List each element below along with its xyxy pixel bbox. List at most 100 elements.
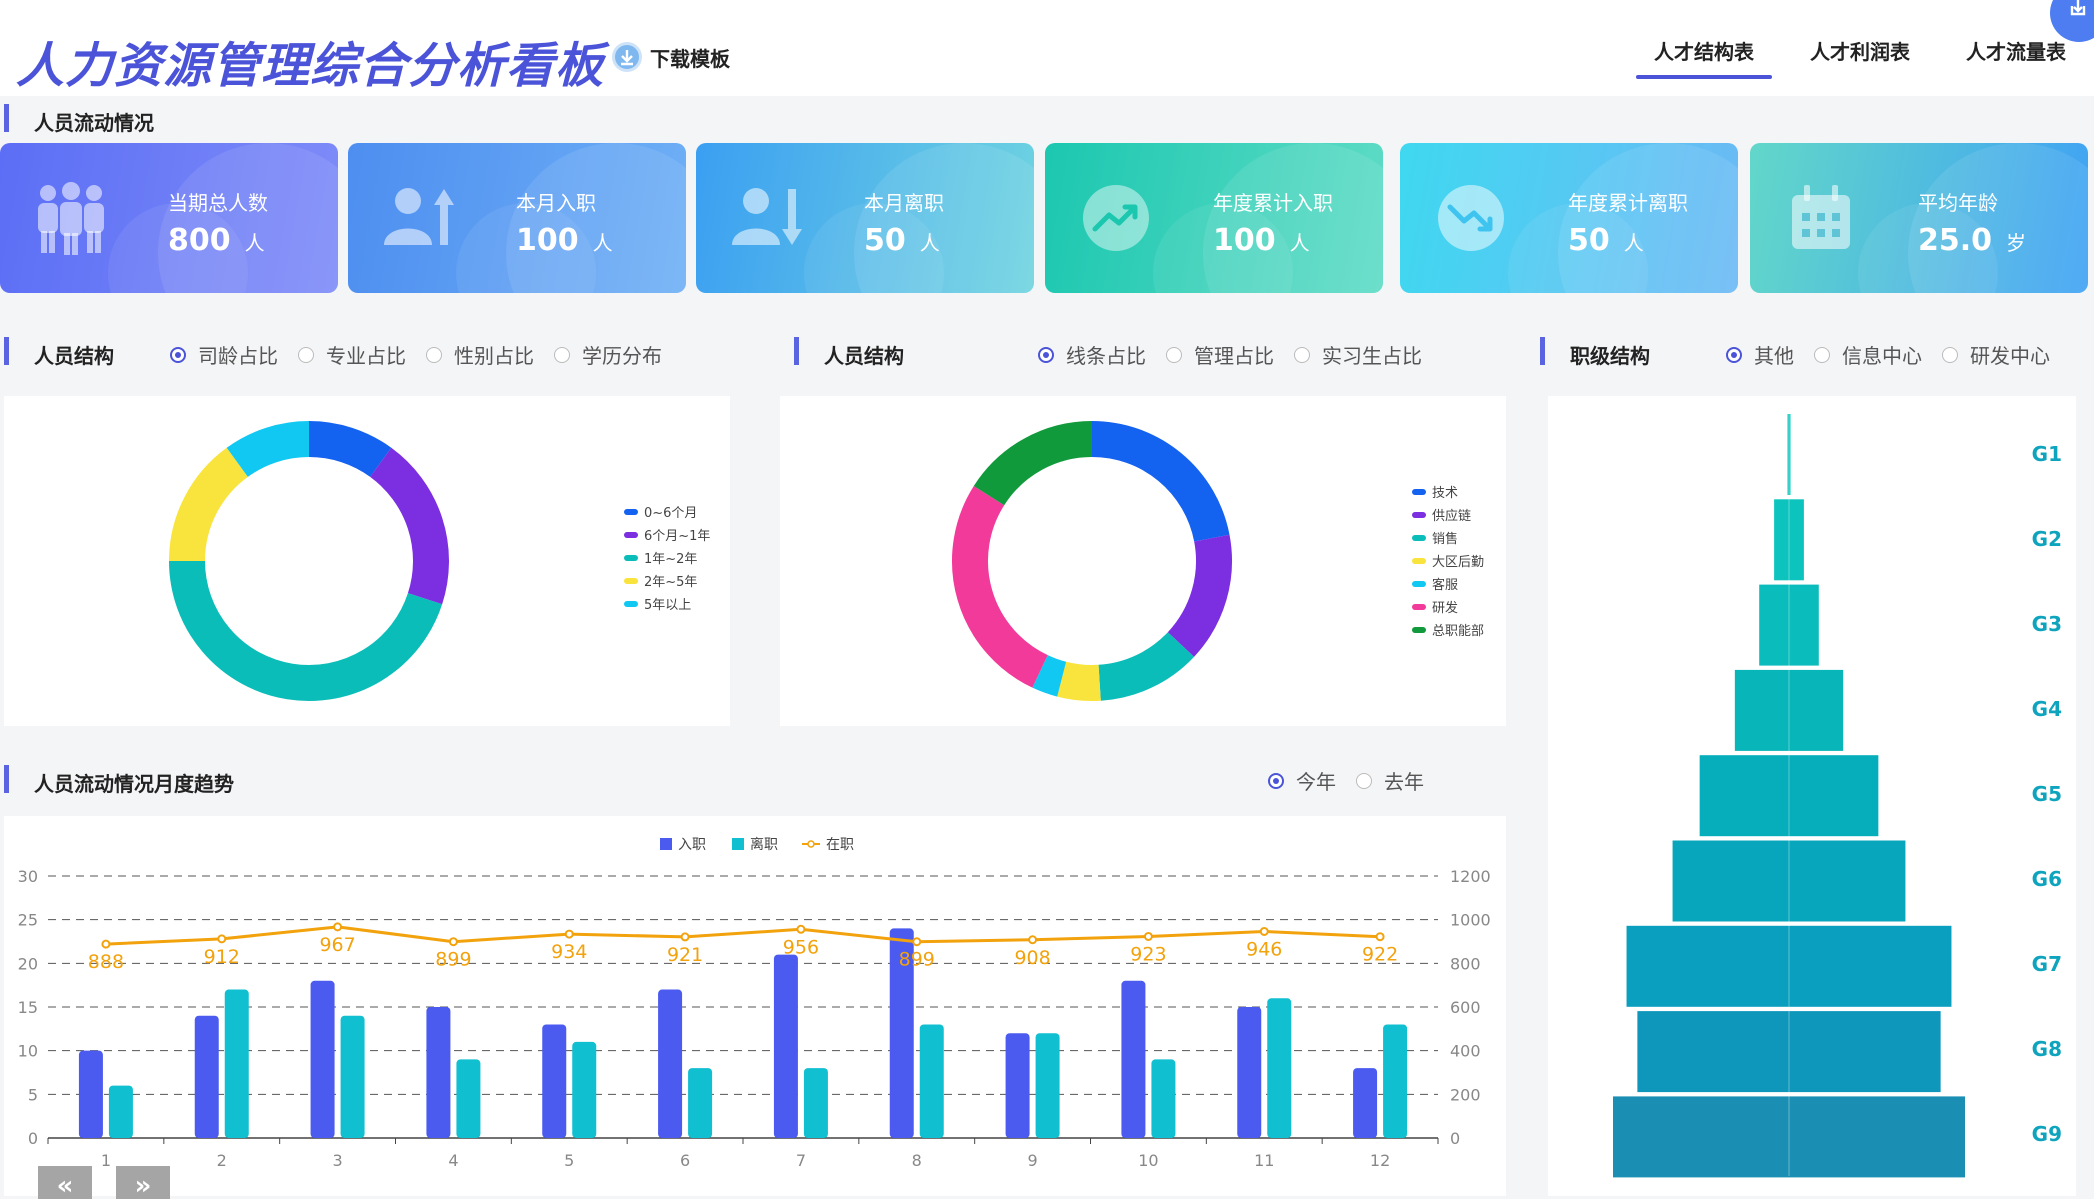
line-point[interactable] <box>1375 932 1385 942</box>
radio-circle[interactable] <box>1166 346 1182 363</box>
legend-item[interactable]: 客服 <box>1412 572 1484 595</box>
legend-label[interactable]: 入职 <box>678 837 706 853</box>
bar-departures[interactable] <box>688 1068 713 1138</box>
bar-hires[interactable] <box>78 1050 103 1138</box>
next-page-button[interactable]: » <box>116 1166 170 1199</box>
legend-item[interactable]: 研发 <box>1412 595 1484 618</box>
pyramid-bar[interactable] <box>1637 1011 1941 1093</box>
line-point[interactable] <box>333 922 343 932</box>
bar-departures[interactable] <box>1383 1024 1408 1138</box>
donut-slice[interactable] <box>169 447 249 562</box>
bar-departures[interactable] <box>224 989 249 1138</box>
bar-departures[interactable] <box>919 1024 944 1138</box>
donut-slice[interactable] <box>1057 661 1101 701</box>
bar-departures[interactable] <box>108 1085 133 1138</box>
tab-talent-flow[interactable]: 人才流量表 <box>1966 40 2066 64</box>
tab-talent-structure[interactable]: 人才结构表 <box>1636 30 1772 79</box>
bar-departures[interactable] <box>340 1015 365 1138</box>
level-option-3[interactable]: 研发中心 <box>1942 340 2050 369</box>
bar-hires[interactable] <box>1005 1033 1030 1138</box>
trend-year-option-2[interactable]: 去年 <box>1356 766 1424 795</box>
donut-slice[interactable] <box>226 421 310 478</box>
structure-option-2[interactable]: 专业占比 <box>298 340 406 369</box>
line-point[interactable] <box>912 937 922 947</box>
legend-item[interactable]: 2年~5年 <box>624 569 710 592</box>
radio-circle[interactable] <box>1356 772 1372 789</box>
bar-hires[interactable] <box>194 1015 219 1138</box>
radio-circle[interactable] <box>298 346 314 363</box>
radio-circle[interactable] <box>426 346 442 363</box>
bar-hires[interactable] <box>426 1007 451 1138</box>
bar-hires[interactable] <box>310 980 335 1138</box>
radio-circle[interactable] <box>1942 346 1958 363</box>
legend-label[interactable]: 在职 <box>826 837 854 853</box>
line-point[interactable] <box>448 937 458 947</box>
radio-circle[interactable] <box>1814 346 1830 363</box>
trend-year-option-1[interactable]: 今年 <box>1268 766 1336 795</box>
donut-slice[interactable] <box>973 421 1093 506</box>
line-point[interactable] <box>101 939 111 949</box>
bar-hires[interactable] <box>1353 1068 1378 1138</box>
line-point[interactable] <box>1028 935 1038 945</box>
radio-circle[interactable] <box>1268 772 1284 789</box>
line-point[interactable] <box>680 932 690 942</box>
legend-item[interactable]: 销售 <box>1412 526 1484 549</box>
bar-hires[interactable] <box>1121 980 1146 1138</box>
legend-item[interactable]: 供应链 <box>1412 503 1484 526</box>
radio-circle[interactable] <box>1726 346 1742 363</box>
tab-talent-profit[interactable]: 人才利润表 <box>1810 40 1910 64</box>
line-point[interactable] <box>1259 926 1269 936</box>
level-option-2[interactable]: 信息中心 <box>1814 340 1922 369</box>
structure-option-1[interactable]: 司龄占比 <box>170 340 278 369</box>
level-option-1[interactable]: 其他 <box>1726 340 1794 369</box>
bar-departures[interactable] <box>1267 998 1292 1138</box>
line-point[interactable] <box>217 934 227 944</box>
pyramid-bar[interactable] <box>1699 755 1879 837</box>
legend-item[interactable]: 6个月~1年 <box>624 523 710 546</box>
prev-page-button[interactable]: « <box>38 1166 92 1199</box>
legend-item[interactable]: 0~6个月 <box>624 500 710 523</box>
structure2-option-3[interactable]: 实习生占比 <box>1294 340 1422 369</box>
legend-label[interactable]: 离职 <box>750 836 778 853</box>
donut-slice[interactable] <box>952 485 1049 688</box>
radio-circle[interactable] <box>1294 346 1310 363</box>
bar-hires[interactable] <box>889 928 914 1138</box>
download-template-button[interactable]: 下载模板 <box>612 42 730 72</box>
donut-slice[interactable] <box>308 421 392 478</box>
legend-item[interactable]: 1年~2年 <box>624 546 710 569</box>
donut-slice[interactable] <box>1032 654 1067 697</box>
bar-departures[interactable] <box>1151 1059 1176 1138</box>
line-point[interactable] <box>796 924 806 934</box>
pyramid-bar[interactable] <box>1734 669 1844 751</box>
donut-slice[interactable] <box>369 447 449 605</box>
bar-departures[interactable] <box>1035 1033 1060 1138</box>
radio-circle[interactable] <box>554 346 570 363</box>
structure2-option-2[interactable]: 管理占比 <box>1166 340 1274 369</box>
donut-slice[interactable] <box>1097 631 1195 701</box>
bar-hires[interactable] <box>542 1024 567 1138</box>
donut-slice[interactable] <box>1091 421 1230 542</box>
bar-hires[interactable] <box>1237 1007 1262 1138</box>
line-point[interactable] <box>564 929 574 939</box>
structure2-option-1[interactable]: 线条占比 <box>1038 340 1146 369</box>
bar-departures[interactable] <box>572 1041 597 1138</box>
pyramid-bar[interactable] <box>1626 925 1952 1007</box>
pyramid-bar[interactable] <box>1787 414 1791 495</box>
structure-option-4[interactable]: 学历分布 <box>554 340 662 369</box>
legend-item[interactable]: 5年以上 <box>624 592 710 615</box>
line-point[interactable] <box>1143 931 1153 941</box>
structure-option-3[interactable]: 性别占比 <box>426 340 534 369</box>
legend-item[interactable]: 大区后勤 <box>1412 549 1484 572</box>
bar-hires[interactable] <box>658 989 683 1138</box>
donut-slice[interactable] <box>169 560 443 701</box>
pyramid-bar[interactable] <box>1613 1096 1965 1178</box>
pyramid-bar[interactable] <box>1759 584 1819 666</box>
legend-item[interactable]: 总职能部 <box>1412 618 1484 641</box>
donut-slice[interactable] <box>1167 534 1232 657</box>
pyramid-bar[interactable] <box>1774 499 1804 581</box>
bar-departures[interactable] <box>456 1059 481 1138</box>
bar-departures[interactable] <box>803 1068 828 1138</box>
legend-item[interactable]: 技术 <box>1412 480 1484 503</box>
pyramid-bar[interactable] <box>1672 840 1906 922</box>
radio-circle[interactable] <box>170 346 186 363</box>
